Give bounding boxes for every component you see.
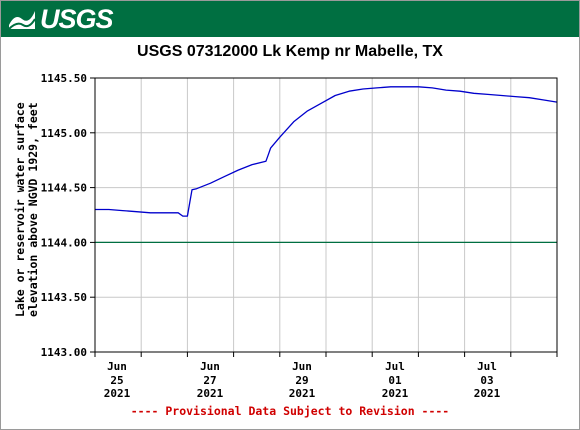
x-tick-label-month: Jun [292, 360, 312, 373]
x-tick-label-year: 2021 [382, 387, 409, 400]
chart-title: USGS 07312000 Lk Kemp nr Mabelle, TX [137, 43, 443, 60]
x-tick-label-month: Jul [385, 360, 405, 373]
y-tick-label: 1143.00 [41, 346, 87, 359]
usgs-banner: USGS [1, 1, 579, 37]
x-tick-label-year: 2021 [289, 387, 316, 400]
x-tick-label-date: 01 [388, 374, 402, 387]
x-tick-label-month: Jun [200, 360, 220, 373]
x-tick-label-month: Jul [477, 360, 497, 373]
x-tick-label-date: 29 [295, 374, 308, 387]
logo-text: USGS [40, 3, 114, 34]
x-tick-label-date: 25 [110, 374, 123, 387]
y-tick-label: 1145.50 [41, 72, 87, 85]
y-tick-label: 1144.00 [41, 236, 87, 249]
usgs-wave-icon [8, 11, 36, 30]
grid-layer [95, 77, 557, 353]
y-tick-label: 1145.00 [41, 127, 87, 140]
x-tick-label-year: 2021 [474, 387, 501, 400]
y-tick-label: 1144.50 [41, 182, 87, 195]
y-tick-label: 1143.50 [41, 291, 87, 304]
usgs-logo[interactable]: USGS [7, 3, 114, 34]
provisional-notice: ---- Provisional Data Subject to Revisio… [130, 404, 450, 418]
x-tick-label-month: Jun [107, 360, 127, 373]
series-layer [95, 86, 558, 217]
x-tick-label-year: 2021 [197, 387, 224, 400]
x-tick-label-date: 03 [480, 374, 493, 387]
x-tick-label-date: 27 [203, 374, 216, 387]
x-tick-label-year: 2021 [104, 387, 131, 400]
tick-layer: 1143.00 1143.50 1144.00 1144.50 1145.00 1145.… [41, 72, 558, 400]
series-line-elevation [95, 86, 558, 217]
